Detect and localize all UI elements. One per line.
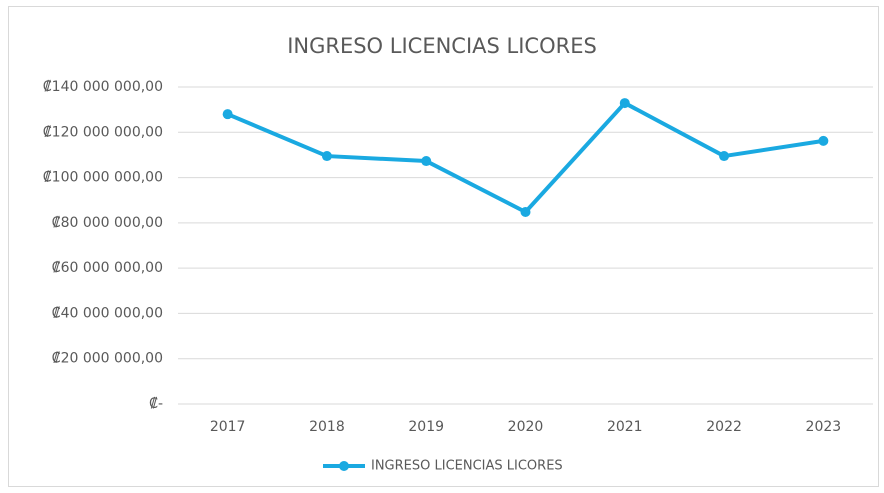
y-tick-label: ₡60 000 000,00 [52,260,163,276]
y-tick-label: ₡100 000 000,00 [43,170,163,186]
y-tick-label: ₡120 000 000,00 [43,124,163,140]
chart-title: INGRESO LICENCIAS LICORES [287,34,597,58]
x-tick-label: 2022 [706,419,742,435]
x-tick-label: 2019 [408,419,444,435]
point [321,151,332,162]
point [222,109,233,120]
y-tick-label: ₡80 000 000,00 [52,215,163,231]
y-tick-label: ₡140 000 000,00 [43,79,163,95]
point [818,135,829,146]
y-tick-label: ₡40 000 000,00 [52,305,163,321]
point [619,98,630,109]
legend-marker [339,461,349,471]
y-tick-label: ₡- [149,396,163,412]
y-tick-label: ₡20 000 000,00 [52,351,163,367]
x-tick-label: 2018 [309,419,345,435]
point [421,156,432,167]
x-tick-label: 2021 [607,419,643,435]
x-tick-label: 2017 [210,419,246,435]
legend-label: INGRESO LICENCIAS LICORES [371,459,563,474]
point [719,151,730,162]
x-tick-label: 2023 [806,419,842,435]
point [520,206,531,217]
x-tick-label: 2020 [508,419,544,435]
